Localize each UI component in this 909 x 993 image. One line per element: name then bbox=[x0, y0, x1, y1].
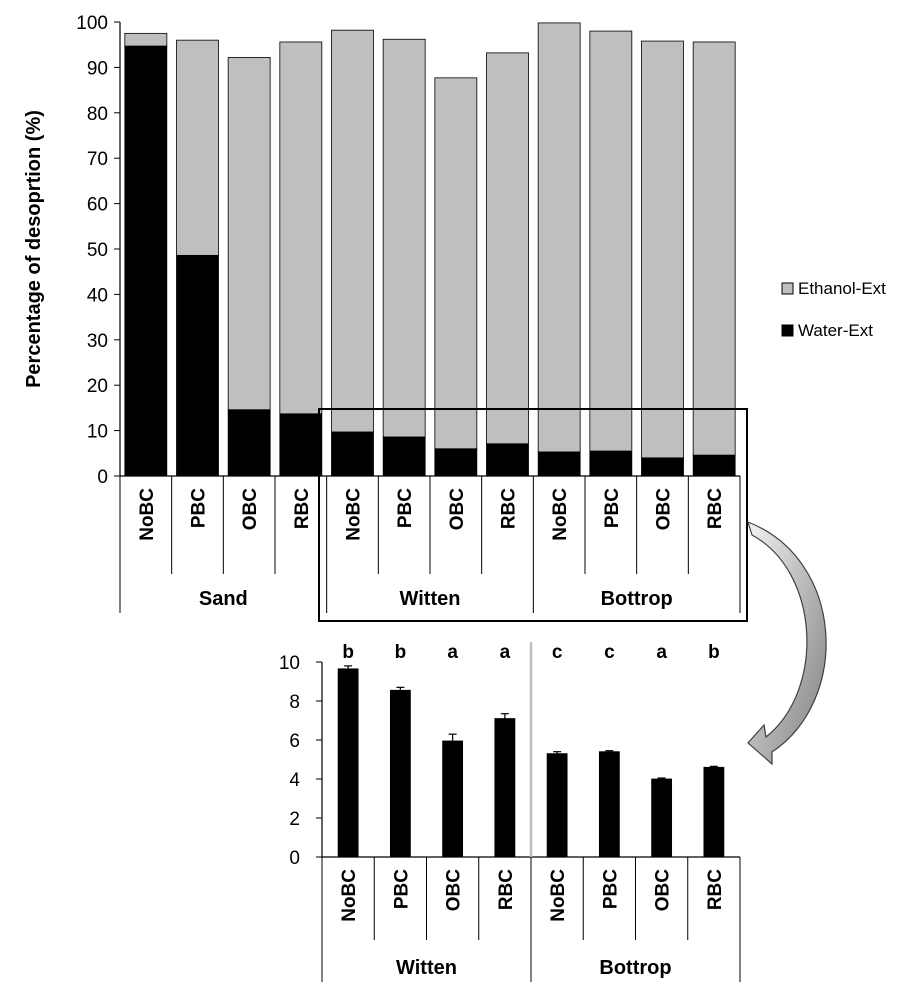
main-bar-ethanol bbox=[124, 32, 168, 47]
main-y-axis-label: Percentage of desoprtion (%) bbox=[23, 110, 45, 388]
inset-bar bbox=[494, 718, 516, 858]
main-bar-ethanol bbox=[486, 52, 529, 445]
main-bar-ethanol bbox=[279, 41, 323, 415]
main-bar-water bbox=[692, 454, 736, 477]
inset-bar bbox=[703, 766, 725, 858]
main-bar-water bbox=[434, 448, 478, 477]
inset-group-label: Bottrop bbox=[599, 957, 671, 979]
main-bar-water bbox=[124, 45, 168, 477]
main-y-tick-label: 30 bbox=[87, 331, 108, 352]
inset-category-label: OBC bbox=[444, 869, 465, 912]
inset-group-label: Witten bbox=[396, 957, 457, 979]
main-bar-water bbox=[382, 436, 426, 477]
main-category-label: RBC bbox=[292, 488, 313, 529]
main-y-tick-label: 10 bbox=[87, 422, 108, 443]
main-y-tick-label: 0 bbox=[97, 467, 108, 488]
main-y-tick-label: 60 bbox=[87, 195, 108, 216]
main-y-tick-label: 40 bbox=[87, 285, 108, 306]
legend-label-ethanol: Ethanol-Ext bbox=[798, 279, 886, 298]
inset-bar bbox=[651, 778, 673, 858]
main-group-label: Bottrop bbox=[601, 588, 673, 610]
inset-bar bbox=[389, 689, 411, 858]
inset-category-label: RBC bbox=[496, 869, 517, 910]
main-y-tick-label: 90 bbox=[87, 58, 108, 79]
inset-significance-label: a bbox=[500, 642, 511, 663]
inset-bar bbox=[337, 668, 359, 858]
main-bar-ethanol bbox=[331, 29, 374, 433]
zoom-highlight-box bbox=[318, 408, 748, 622]
inset-bar bbox=[546, 753, 568, 858]
main-y-tick-label: 20 bbox=[87, 376, 108, 397]
inset-bar bbox=[442, 740, 464, 858]
inset-bar-chart: 0 2 4 6 8 10 b NoBC b PBC a OBC a RBC c NoBC c PBC a OBC b RB… bbox=[279, 642, 741, 982]
main-bar-water bbox=[227, 409, 271, 477]
inset-significance-label: b bbox=[395, 642, 407, 663]
main-group-label: Witten bbox=[400, 588, 461, 610]
main-y-tick-label: 50 bbox=[87, 240, 108, 261]
inset-y-tick-label: 2 bbox=[289, 809, 300, 830]
main-bar-ethanol bbox=[692, 41, 736, 456]
main-category-label: OBC bbox=[240, 488, 261, 531]
main-y-tick-label: 100 bbox=[76, 13, 108, 34]
inset-y-tick-label: 4 bbox=[289, 770, 300, 791]
main-category-label: NoBC bbox=[344, 488, 365, 541]
main-category-label: PBC bbox=[189, 488, 210, 528]
main-category-label: NoBC bbox=[550, 488, 571, 541]
main-bar-ethanol bbox=[382, 38, 426, 438]
inset-category-label: RBC bbox=[705, 869, 726, 910]
main-category-label: PBC bbox=[602, 488, 623, 528]
main-category-label: OBC bbox=[654, 488, 675, 531]
inset-category-label: PBC bbox=[391, 869, 412, 909]
main-bar-water bbox=[176, 254, 219, 477]
main-bar-water bbox=[641, 457, 684, 477]
main-bar-water bbox=[279, 413, 323, 477]
legend-swatch-water bbox=[781, 324, 794, 337]
main-category-label: NoBC bbox=[137, 488, 158, 541]
main-category-label: RBC bbox=[705, 488, 726, 529]
inset-significance-label: b bbox=[708, 642, 720, 663]
legend-swatch-ethanol bbox=[781, 282, 794, 295]
main-category-label: RBC bbox=[499, 488, 520, 529]
main-y-tick-label: 70 bbox=[87, 149, 108, 170]
inset-category-label: PBC bbox=[600, 869, 621, 909]
main-bar-water bbox=[537, 451, 581, 477]
main-bar-ethanol bbox=[434, 77, 478, 450]
main-bar-ethanol bbox=[589, 30, 633, 452]
main-bar-ethanol bbox=[227, 57, 271, 411]
inset-category-label: NoBC bbox=[548, 869, 569, 922]
inset-y-tick-label: 6 bbox=[289, 731, 300, 752]
legend: Ethanol-Ext Water-Ext bbox=[781, 279, 886, 340]
inset-significance-label: a bbox=[447, 642, 458, 663]
main-bar-ethanol bbox=[537, 22, 581, 453]
inset-significance-label: c bbox=[552, 642, 563, 663]
main-bar-ethanol bbox=[176, 39, 219, 256]
inset-y-tick-label: 8 bbox=[289, 692, 300, 713]
inset-category-label: NoBC bbox=[339, 869, 360, 922]
main-y-tick-label: 80 bbox=[87, 104, 108, 125]
main-category-label: PBC bbox=[395, 488, 416, 528]
inset-category-label: OBC bbox=[653, 869, 674, 912]
zoom-arrow-icon bbox=[747, 520, 827, 766]
main-group-label: Sand bbox=[199, 588, 248, 610]
main-bar-ethanol bbox=[641, 40, 684, 459]
inset-bar bbox=[598, 751, 620, 858]
main-bar-water bbox=[589, 450, 633, 477]
inset-significance-label: b bbox=[342, 642, 354, 663]
inset-y-tick-label: 0 bbox=[289, 848, 300, 869]
inset-significance-label: a bbox=[656, 642, 667, 663]
main-stacked-bar-chart: Percentage of desoprtion (%) 0 10 20 30 40 50 6… bbox=[23, 13, 741, 613]
inset-y-tick-label: 10 bbox=[279, 653, 300, 674]
legend-label-water: Water-Ext bbox=[798, 321, 873, 340]
main-category-label: OBC bbox=[447, 488, 468, 531]
inset-significance-label: c bbox=[604, 642, 615, 663]
main-bar-water bbox=[331, 431, 374, 477]
main-bar-water bbox=[486, 443, 529, 477]
